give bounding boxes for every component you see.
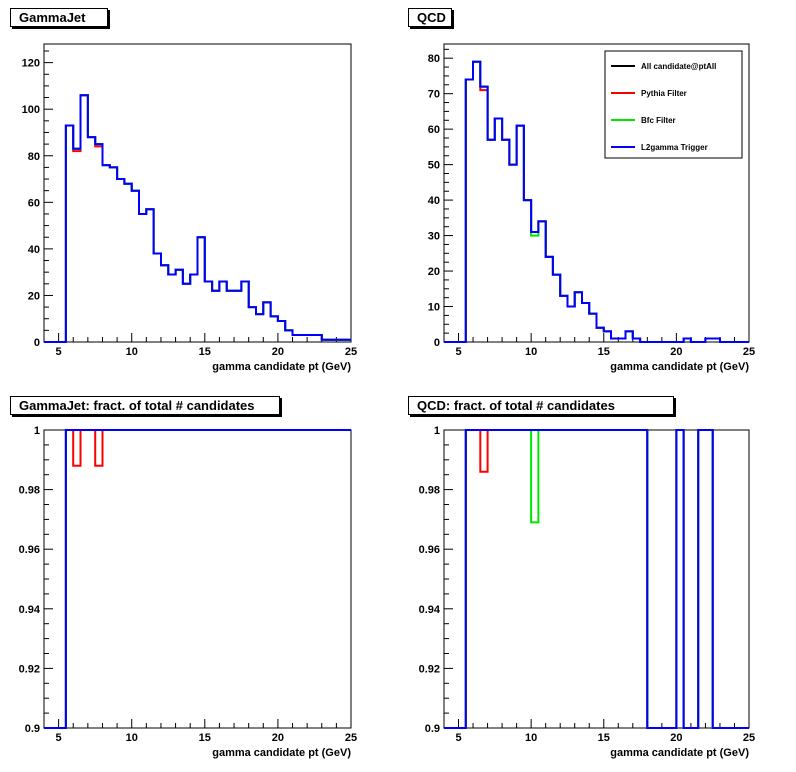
x-tick-label: 20: [670, 346, 682, 358]
x-tick-label: 10: [525, 732, 537, 744]
y-tick-label: 20: [428, 266, 440, 278]
series-l2: [444, 60, 749, 343]
x-tick-label: 5: [455, 732, 461, 744]
y-tick-label: 20: [28, 290, 40, 302]
y-tick-label: 70: [428, 89, 440, 101]
panel-qcd: QCD 5 10 15 20 25 0 10 20 30 40 50 60 70 80 gamma cand…: [398, 0, 796, 380]
x-tick-label: 15: [598, 346, 610, 358]
x-tick-label: 5: [455, 346, 461, 358]
x-tick-label: 5: [56, 732, 62, 744]
y-tick-label: 80: [428, 53, 440, 65]
x-axis-title: gamma candidate pt (GeV): [610, 361, 749, 373]
legend-label-bfc: Bfc Filter: [641, 116, 676, 125]
y-tick-label: 0.92: [19, 663, 40, 675]
legend-box: [604, 50, 743, 159]
y-tick-label: 120: [22, 58, 40, 70]
histogram-plot: 5 10 15 20 25 0.9 0.92 0.94 0.96 0.98 1 gamma candi…: [19, 425, 358, 759]
x-tick-label: 25: [345, 732, 357, 744]
histogram-plot: 5 10 15 20 25 0 20 40 60 80 100 120 gamma candidate …: [22, 43, 357, 373]
y-tick-label: 0.96: [419, 544, 440, 556]
plot-frame: [43, 43, 352, 343]
series-l2: [444, 429, 749, 729]
x-tick-label: 10: [126, 346, 138, 358]
x-tick-label: 10: [126, 732, 138, 744]
series-l2: [44, 94, 351, 343]
x-tick-label: 25: [345, 346, 357, 358]
x-tick-label: 5: [56, 346, 62, 358]
histogram-plot: 5 10 15 20 25 0.9 0.92 0.94 0.96 0.98 1 gamma candi…: [419, 425, 756, 759]
y-tick-label: 0.98: [19, 485, 40, 497]
y-tick-label: 80: [28, 151, 40, 163]
y-tick-label: 0.94: [19, 604, 41, 616]
y-tick-label: 0.9: [425, 723, 440, 735]
x-tick-label: 15: [199, 346, 211, 358]
x-tick-label: 25: [743, 346, 755, 358]
y-tick-label: 0: [434, 337, 440, 349]
series-l2: [44, 429, 351, 729]
panel-title: QCD: fract. of total # candidates: [408, 396, 674, 415]
x-tick-label: 15: [598, 732, 610, 744]
x-tick-label: 20: [670, 732, 682, 744]
x-axis-title: gamma candidate pt (GeV): [610, 747, 749, 759]
y-tick-label: 0.98: [419, 485, 440, 497]
panel-title: QCD: [408, 8, 452, 27]
panel-title: GammaJet: [10, 8, 108, 27]
histogram-plot: 5 10 15 20 25 0 10 20 30 40 50 60 70 80 gamma candidat…: [428, 43, 755, 373]
y-tick-label: 30: [428, 231, 440, 243]
y-tick-label: 50: [428, 160, 440, 172]
panel-gammajet-fraction: GammaJet: fract. of total # candidates 5…: [0, 386, 398, 772]
x-tick-label: 15: [199, 732, 211, 744]
y-tick-label: 10: [428, 302, 440, 314]
x-tick-label: 20: [272, 346, 284, 358]
y-tick-label: 100: [22, 104, 40, 116]
x-tick-label: 20: [272, 732, 284, 744]
x-axis-title: gamma candidate pt (GeV): [212, 747, 351, 759]
y-tick-label: 1: [434, 425, 440, 437]
y-tick-label: 0.94: [419, 604, 441, 616]
x-tick-label: 25: [743, 732, 755, 744]
plot-frame: [443, 429, 750, 729]
y-tick-label: 0: [34, 337, 40, 349]
panel-title: GammaJet: fract. of total # candidates: [10, 396, 280, 415]
legend-label-all: All candidate@ptAll: [641, 62, 716, 71]
y-tick-label: 40: [28, 244, 40, 256]
legend-label-l2: L2gamma Trigger: [641, 143, 708, 152]
y-tick-label: 0.92: [419, 663, 440, 675]
y-tick-label: 0.96: [19, 544, 40, 556]
legend-label-pythia: Pythia Filter: [641, 89, 687, 98]
plot-frame: [43, 429, 352, 729]
y-tick-label: 60: [428, 124, 440, 136]
x-tick-label: 10: [525, 346, 537, 358]
y-tick-label: 40: [428, 195, 440, 207]
panel-gammajet: GammaJet 5 10 15 20 25 0 20 40 60 80 100 120 gamma c…: [0, 0, 398, 380]
x-axis-title: gamma candidate pt (GeV): [212, 361, 351, 373]
y-tick-label: 1: [34, 425, 40, 437]
panel-qcd-fraction: QCD: fract. of total # candidates 5 10 15 2…: [398, 386, 796, 772]
y-tick-label: 0.9: [25, 723, 40, 735]
y-tick-label: 60: [28, 197, 40, 209]
